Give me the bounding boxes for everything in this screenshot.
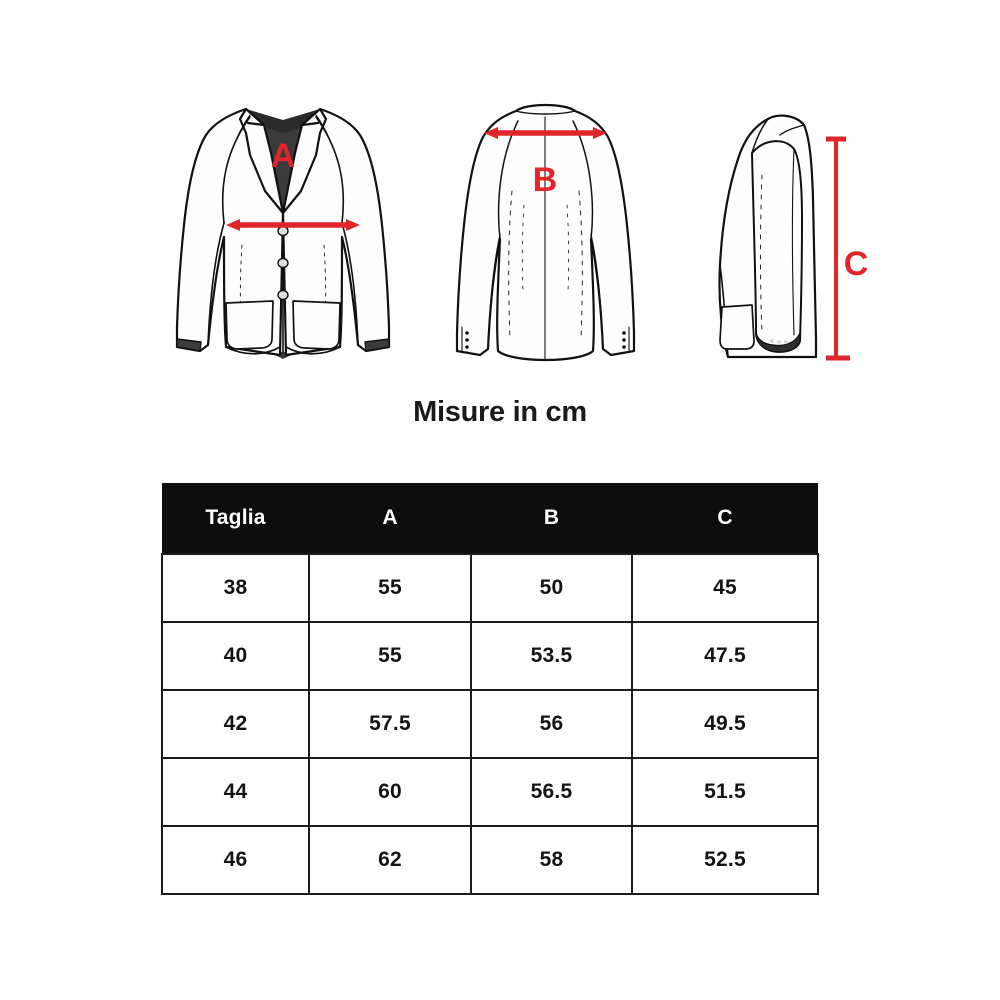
- button-3: [277, 289, 289, 301]
- cell-a: 62: [308, 825, 472, 895]
- right-cuff-buttons: [622, 331, 626, 349]
- back-neck-line: [515, 110, 576, 115]
- page-title: Misure in cm: [413, 396, 587, 428]
- side-sleeve-crease: [791, 148, 795, 336]
- cell-b: 56: [470, 689, 633, 759]
- right-notch-line: [300, 121, 320, 127]
- table-row: 46 62 58 52.5: [161, 825, 819, 895]
- side-cuff: [755, 332, 801, 353]
- cell-a: 57.5: [308, 689, 472, 759]
- table-row: 38 55 50 45: [161, 553, 819, 623]
- right-patch-pocket: [292, 300, 341, 350]
- left-back-crease: [521, 204, 525, 292]
- measure-b-arrow-left: [484, 127, 498, 139]
- size-table-head: Taglia A B C: [162, 483, 818, 554]
- cell-a: 55: [308, 553, 472, 623]
- cell-a: 55: [308, 621, 472, 691]
- left-sleeve-inner-back: [487, 234, 501, 350]
- right-back-dart: [578, 190, 583, 340]
- right-dart: [323, 244, 327, 332]
- left-lapel: [238, 107, 285, 215]
- table-row: 44 60 56.5 51.5: [161, 757, 819, 827]
- cell-a: 60: [308, 757, 472, 827]
- right-cuff: [364, 338, 390, 352]
- table-row: 42 57.5 56 49.5: [161, 689, 819, 759]
- measure-c-annotation: C: [826, 136, 869, 361]
- jacket-back-view: B: [438, 95, 653, 380]
- cell-size: 46: [161, 825, 310, 895]
- right-lapel: [281, 107, 328, 215]
- jacket-illustrations: A: [0, 0, 1000, 390]
- cell-size: 40: [161, 621, 310, 691]
- right-hem-curve: [285, 346, 341, 355]
- jacket-front-view: A: [168, 95, 398, 375]
- right-sleeve-inner: [341, 222, 359, 346]
- cell-b: 58: [470, 825, 633, 895]
- cell-c: 51.5: [631, 757, 819, 827]
- left-dart: [239, 244, 243, 332]
- left-sleeve-inner: [207, 222, 225, 346]
- cell-c: 45: [631, 553, 819, 623]
- measure-a-arrow-right: [346, 219, 360, 231]
- measure-b-label: B: [533, 161, 558, 199]
- side-cuff-buttons: [770, 339, 788, 344]
- size-table-body: 38 55 50 45 40 55 53.5 47.5 42 57.5 56 4…: [161, 553, 819, 895]
- cell-b: 56.5: [470, 757, 633, 827]
- cell-c: 47.5: [631, 621, 819, 691]
- measure-a-arrow-left: [226, 219, 240, 231]
- measure-b-arrow-right: [593, 127, 607, 139]
- header-taglia: Taglia: [162, 483, 309, 554]
- measure-a-label: A: [271, 137, 296, 175]
- side-patch-pocket: [719, 304, 755, 350]
- cell-b: 53.5: [470, 621, 633, 691]
- side-sleeve: [751, 140, 803, 353]
- table-row: 40 55 53.5 47.5: [161, 621, 819, 691]
- side-sleeve-seam: [760, 174, 763, 334]
- cell-size: 42: [161, 689, 310, 759]
- left-cuff: [176, 338, 202, 352]
- cell-size: 44: [161, 757, 310, 827]
- header-c: C: [632, 483, 818, 554]
- measure-b-annotation: B: [484, 127, 607, 199]
- right-sleeve-inner-back: [590, 234, 604, 350]
- side-shoulder-seam: [779, 124, 805, 136]
- cell-b: 50: [470, 553, 633, 623]
- measure-a-annotation: A: [226, 137, 360, 231]
- left-notch-line: [246, 121, 266, 127]
- measure-c-label: C: [844, 245, 869, 283]
- cell-c: 49.5: [631, 689, 819, 759]
- button-group: [277, 225, 289, 301]
- left-patch-pocket: [225, 300, 274, 350]
- right-back-crease: [566, 204, 570, 292]
- cell-c: 52.5: [631, 825, 819, 895]
- header-a: A: [309, 483, 471, 554]
- side-collar-edge: [751, 118, 769, 154]
- left-cuff-buttons: [465, 331, 469, 349]
- left-back-dart: [508, 190, 513, 340]
- button-2: [277, 257, 289, 269]
- cell-size: 38: [161, 553, 310, 623]
- table-header-row: Taglia A B C: [162, 483, 818, 554]
- jacket-side-view: C: [700, 95, 868, 375]
- button-1: [277, 225, 289, 237]
- left-armhole: [221, 116, 251, 224]
- size-table: Taglia A B C 38 55 50 45 40 55 53.5 47.5…: [161, 483, 819, 895]
- header-b: B: [471, 483, 632, 554]
- left-hem-curve: [225, 346, 281, 355]
- right-armhole: [315, 116, 345, 224]
